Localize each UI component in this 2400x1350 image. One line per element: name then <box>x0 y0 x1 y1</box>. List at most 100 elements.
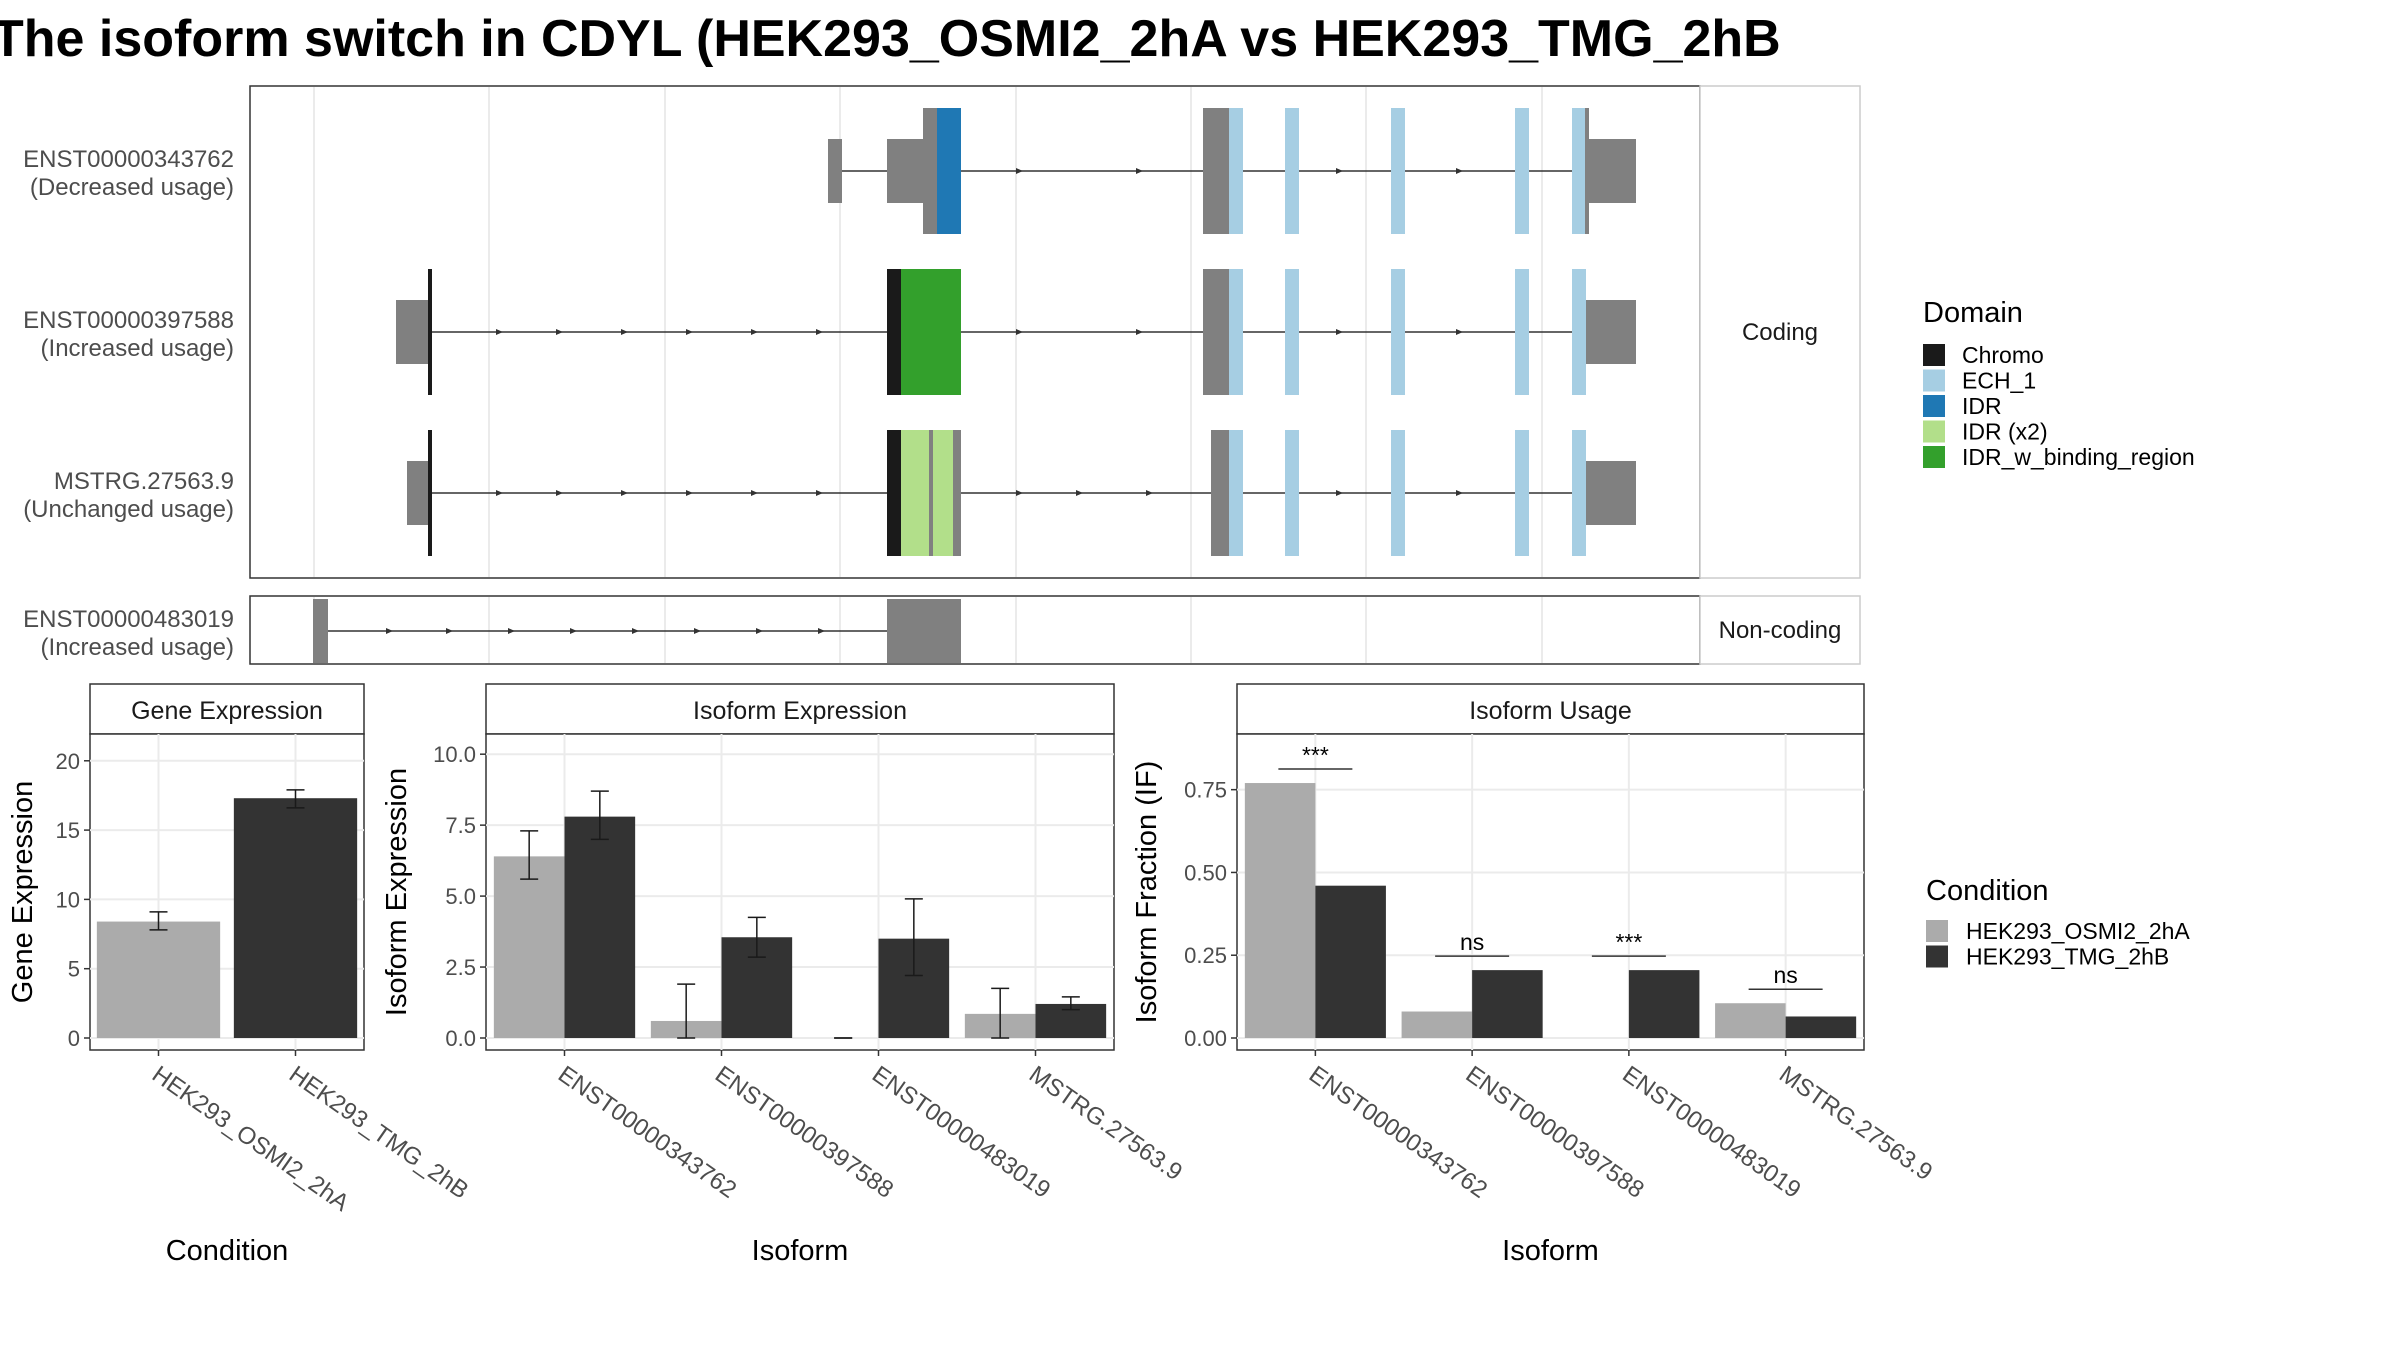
bar <box>1472 970 1543 1038</box>
domain-legend-key <box>1923 446 1945 468</box>
strand-arrow <box>621 490 628 496</box>
coding-exon <box>1203 108 1229 234</box>
y-tick-label: 0.75 <box>1184 778 1227 803</box>
ech1-domain-block <box>1391 430 1405 556</box>
strand-arrow <box>1016 329 1023 335</box>
strand-arrow <box>621 329 628 335</box>
idr-x2-domain-block <box>933 430 953 556</box>
panel-title: Isoform Expression <box>693 697 907 725</box>
strand-arrow <box>1336 168 1343 174</box>
strand-arrow <box>1456 490 1463 496</box>
bar <box>1785 1016 1857 1038</box>
y-tick-label: 10 <box>56 887 80 912</box>
significance-label: *** <box>1302 742 1329 768</box>
y-tick-label: 7.5 <box>445 813 476 838</box>
strand-arrow <box>1146 490 1153 496</box>
strand-arrow <box>816 329 823 335</box>
domain-legend-title: Domain <box>1923 297 2023 329</box>
ech1-domain-block <box>1515 430 1529 556</box>
strand-arrow <box>1136 168 1143 174</box>
strand-arrow <box>1076 490 1083 496</box>
bar <box>1244 783 1316 1038</box>
facet-strip-label: Coding <box>1742 319 1818 346</box>
transcript-usage-label: (Unchanged usage) <box>23 496 234 523</box>
x-axis-title: Isoform <box>752 1235 849 1267</box>
strand-arrow <box>496 490 503 496</box>
ech1-domain-block <box>1391 269 1405 395</box>
strand-arrow <box>751 490 758 496</box>
facet-strip-label: Non-coding <box>1719 617 1842 644</box>
bar <box>493 856 565 1038</box>
y-tick-label: 20 <box>56 749 80 774</box>
transcript-id-label: ENST00000343762 <box>23 146 234 173</box>
domain-legend-label: IDR_w_binding_region <box>1962 444 2195 470</box>
chromo-domain-block <box>887 430 901 556</box>
y-tick-label: 5.0 <box>445 884 476 909</box>
y-tick-label: 0.50 <box>1184 860 1227 885</box>
condition-legend-key <box>1926 945 1948 968</box>
ech1-domain-block <box>1229 108 1243 234</box>
strand-arrow <box>756 628 763 634</box>
gene-structure-panel: Coding Non-coding ENST00000343762(Decrease… <box>23 85 1861 665</box>
y-axis-title: Isoform Fraction (IF) <box>1131 761 1163 1024</box>
condition-legend-key <box>1926 920 1948 942</box>
y-tick-label: 2.5 <box>445 955 476 980</box>
strand-arrow <box>694 628 701 634</box>
y-tick-label: 10.0 <box>433 742 476 767</box>
panel-title: Isoform Usage <box>1469 697 1632 725</box>
chromo-domain-block <box>428 269 432 395</box>
strand-arrow <box>686 490 693 496</box>
condition-legend-title: Condition <box>1926 875 2049 907</box>
strand-arrow <box>1136 329 1143 335</box>
ech1-domain-block <box>1229 269 1243 395</box>
coding-exon <box>1211 430 1229 556</box>
strand-arrow <box>1456 329 1463 335</box>
domain-legend-key <box>1923 344 1945 366</box>
x-tick-label: MSTRG.27563.9 <box>1774 1061 1937 1186</box>
strand-arrow <box>508 628 515 634</box>
y-tick-label: 15 <box>56 818 80 843</box>
noncoding-exon <box>313 599 328 663</box>
strand-arrow <box>446 628 453 634</box>
transcript-id-label: MSTRG.27563.9 <box>54 468 234 495</box>
ech1-domain-block <box>1572 108 1586 234</box>
strand-arrow <box>686 329 693 335</box>
ech1-domain-block <box>1515 108 1529 234</box>
ech1-domain-block <box>1285 108 1299 234</box>
panel-strip <box>485 683 1115 735</box>
domain-legend-key <box>1923 420 1945 443</box>
transcript-usage-label: (Decreased usage) <box>30 174 234 201</box>
strand-arrow <box>1016 168 1023 174</box>
coding-exon <box>929 430 933 556</box>
x-axis-title: Isoform <box>1502 1235 1599 1267</box>
isoform-expression-panel: Isoform Expression0.02.55.07.510.0ENST00… <box>381 683 1187 1267</box>
condition-legend-label: HEK293_TMG_2hB <box>1966 944 2169 970</box>
bar <box>96 921 221 1038</box>
utr-exon <box>828 139 842 203</box>
x-tick-label: MSTRG.27563.9 <box>1024 1061 1187 1186</box>
strand-arrow <box>1336 490 1343 496</box>
chromo-domain-block <box>887 269 901 395</box>
domain-legend-label: IDR (x2) <box>1962 419 2048 445</box>
strand-arrow <box>556 490 563 496</box>
transcript-id-label: ENST00000483019 <box>23 606 234 633</box>
y-axis-title: Isoform Expression <box>381 768 413 1016</box>
strand-arrow <box>632 628 639 634</box>
significance-label: ns <box>1460 929 1484 955</box>
strand-arrow <box>496 329 503 335</box>
utr-exon <box>887 139 927 203</box>
utr-exon <box>1586 300 1636 364</box>
strand-arrow <box>1016 490 1023 496</box>
idr-domain-block <box>937 108 961 234</box>
ech1-domain-block <box>1391 108 1405 234</box>
idr-binding-region-domain-block <box>901 269 961 395</box>
y-tick-label: 5 <box>68 957 80 982</box>
idr-x2-domain-block <box>901 430 929 556</box>
condition-legend-label: HEK293_OSMI2_2hA <box>1966 918 2190 944</box>
coding-exon <box>923 108 937 234</box>
figure-title: The isoform switch in CDYL (HEK293_OSMI2… <box>0 10 1781 68</box>
bar <box>1715 1003 1786 1038</box>
y-tick-label: 0.25 <box>1184 943 1227 968</box>
